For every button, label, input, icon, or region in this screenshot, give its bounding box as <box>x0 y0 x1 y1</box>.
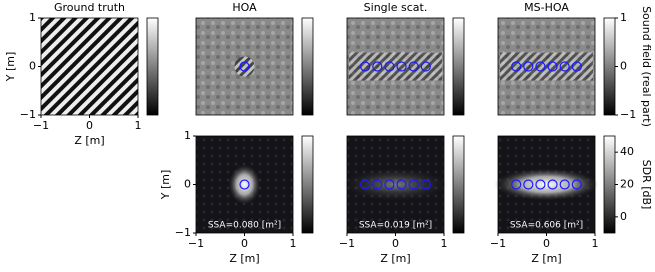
panel-frame <box>346 17 445 116</box>
scatterer-marker <box>571 179 582 190</box>
x-tick-label: −1 <box>33 119 49 132</box>
scatterer-marker <box>559 179 570 190</box>
field-band <box>500 52 593 81</box>
colorbar-tick-label: 0 <box>620 210 627 223</box>
x-axis-label: Z [m] <box>380 252 410 265</box>
colorbar <box>452 17 465 116</box>
x-axis-label: Z [m] <box>74 134 104 147</box>
colorbar-tick-label: 20 <box>620 178 634 191</box>
ssa-annotation: SSA=0.019 [m²] <box>359 221 432 231</box>
y-axis-label: Y [m] <box>159 170 172 201</box>
x-axis-label: Z [m] <box>229 252 259 265</box>
scatterer-marker <box>547 179 558 190</box>
colorbar <box>603 17 616 116</box>
colorbar <box>301 17 314 116</box>
x-tick-label: 0 <box>241 237 248 250</box>
scatterer-marker <box>372 61 383 72</box>
ssa-annotation: SSA=0.080 [m²] <box>208 221 281 231</box>
scatterer-marker <box>547 61 558 72</box>
x-tick-label: 1 <box>592 237 599 250</box>
scatterer-marker <box>239 61 250 72</box>
ssa-annotation: SSA=0.606 [m²] <box>510 221 583 231</box>
colorbar-tick-label: 40 <box>620 145 634 158</box>
x-tick-label: −1 <box>188 237 204 250</box>
scatterer-marker <box>372 179 383 190</box>
x-tick-label: −1 <box>339 237 355 250</box>
scatterer-marker <box>571 61 582 72</box>
scatterer-marker <box>396 179 407 190</box>
x-tick-label: 0 <box>86 119 93 132</box>
y-tick-label: −1 <box>20 108 36 121</box>
scatterer-marker <box>408 61 419 72</box>
panel-title: Ground truth <box>54 1 125 14</box>
scatterer-marker <box>239 179 250 190</box>
colorbar <box>146 17 159 116</box>
scatterer-marker <box>396 61 407 72</box>
scatterer-marker <box>511 61 522 72</box>
x-tick-label: 1 <box>441 237 448 250</box>
scatterer-marker <box>384 179 395 190</box>
colorbar-tick-label: 0 <box>620 60 627 73</box>
scatterer-marker <box>511 179 522 190</box>
x-tick-label: −1 <box>490 237 506 250</box>
scatterer-marker <box>408 179 419 190</box>
scatterer-marker <box>360 179 371 190</box>
scatterer-marker <box>360 61 371 72</box>
colorbar <box>301 135 314 234</box>
y-tick-label: 1 <box>29 11 36 24</box>
scatterer-marker <box>384 61 395 72</box>
scatterer-marker <box>523 179 534 190</box>
field-band <box>349 52 442 81</box>
field-source <box>234 56 255 77</box>
panel-frame <box>195 17 294 116</box>
error-glow <box>228 164 261 205</box>
scatterer-marker <box>535 179 546 190</box>
colorbar-label: SDR [dB] <box>640 160 653 210</box>
y-tick-label: 1 <box>184 129 191 142</box>
colorbar <box>603 135 616 234</box>
colorbar-tick-label: −1 <box>620 108 636 121</box>
x-tick-label: 1 <box>290 237 297 250</box>
x-axis-label: Z [m] <box>531 252 561 265</box>
x-tick-label: 0 <box>392 237 399 250</box>
colorbar-tick-label: 1 <box>620 11 627 24</box>
scatterer-marker <box>535 61 546 72</box>
scatterer-marker <box>420 179 431 190</box>
y-tick-label: 0 <box>184 178 191 191</box>
colorbar-label: Sound field (real part) <box>640 6 653 127</box>
x-tick-label: 0 <box>543 237 550 250</box>
panel-frame <box>497 17 596 116</box>
scatterer-marker <box>420 61 431 72</box>
panel-title: HOA <box>232 1 257 14</box>
y-axis-label: Y [m] <box>4 52 17 83</box>
scatterer-marker <box>559 61 570 72</box>
panel-title: Single scat. <box>364 1 428 14</box>
heatmap <box>41 18 138 115</box>
scatterer-marker <box>523 61 534 72</box>
y-tick-label: −1 <box>175 226 191 239</box>
error-glow <box>343 168 448 201</box>
colorbar <box>452 135 465 234</box>
y-tick-label: 0 <box>29 60 36 73</box>
error-glow <box>494 168 599 201</box>
x-tick-label: 1 <box>135 119 142 132</box>
panel-title: MS-HOA <box>524 1 569 14</box>
